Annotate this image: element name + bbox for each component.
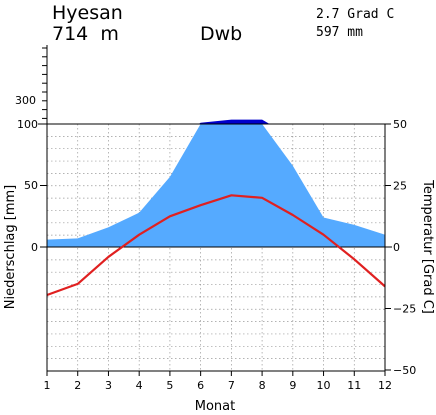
x-tick-label: 10 bbox=[317, 379, 331, 392]
left-axis-label: Niederschlag [mm] bbox=[3, 185, 18, 310]
x-tick-label: 5 bbox=[166, 379, 173, 392]
annual-precipitation: 597 mm bbox=[316, 25, 363, 40]
upper-precip-axis: 300 bbox=[15, 45, 48, 124]
left-axis: 0 50 100 Niederschlag [mm] bbox=[3, 118, 47, 309]
x-tick-label: 9 bbox=[289, 379, 296, 392]
station-name: Hyesan bbox=[52, 2, 123, 24]
x-tick-label: 2 bbox=[74, 379, 81, 392]
mean-temperature: 2.7 Grad C bbox=[316, 7, 394, 22]
x-tick-label: 8 bbox=[259, 379, 266, 392]
x-tick-label: 11 bbox=[347, 379, 361, 392]
x-axis-label: Monat bbox=[195, 399, 235, 414]
right-tick-label: 50 bbox=[393, 118, 407, 131]
x-tick-label: 3 bbox=[105, 379, 112, 392]
x-tick-label: 7 bbox=[228, 379, 235, 392]
left-tick-label-50: 50 bbox=[24, 179, 38, 192]
station-elevation: 714 m bbox=[52, 23, 119, 45]
right-tick-label: −50 bbox=[393, 364, 416, 377]
x-tick-label: 4 bbox=[136, 379, 143, 392]
plot-area bbox=[40, 119, 392, 372]
temperature-line bbox=[46, 194, 386, 297]
x-axis: 1 2 3 4 5 6 7 8 9 10 11 12 Monat bbox=[44, 371, 392, 414]
x-tick-label: 1 bbox=[44, 379, 51, 392]
x-tick-label: 12 bbox=[378, 379, 392, 392]
precipitation-excess-area bbox=[198, 119, 270, 124]
left-tick-label-100: 100 bbox=[17, 118, 38, 131]
precipitation-area bbox=[47, 124, 385, 247]
right-axis-label: Temperatur [Grad C] bbox=[420, 179, 435, 314]
left-tick-label-0: 0 bbox=[31, 241, 38, 254]
climate-class: Dwb bbox=[200, 23, 242, 45]
left-tick-label-300: 300 bbox=[15, 94, 36, 107]
x-tick-label: 6 bbox=[197, 379, 204, 392]
right-tick-label: 25 bbox=[393, 180, 407, 193]
right-tick-label: 0 bbox=[393, 241, 400, 254]
right-axis: −50 −25 0 25 50 Temperatur [Grad C] bbox=[385, 118, 435, 377]
right-tick-label: −25 bbox=[393, 303, 416, 316]
